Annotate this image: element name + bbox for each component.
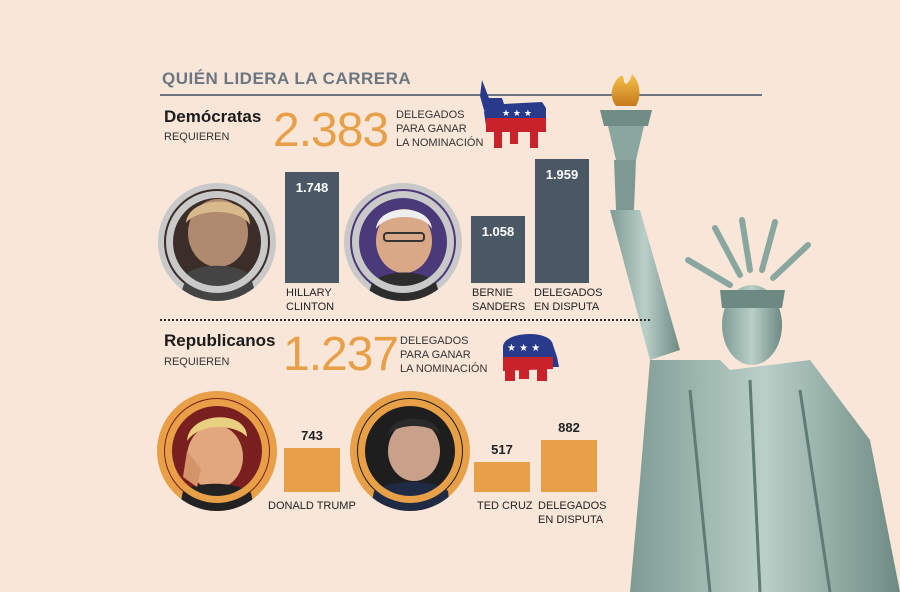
democrats-needed-text: DELEGADOS PARA GANAR LA NOMINACIÓN — [396, 108, 483, 150]
republicans-heading: Republicanos — [164, 331, 276, 350]
bar-hillary-clinton — [285, 172, 339, 283]
label-ted-cruz: TED CRUZ — [477, 499, 533, 513]
page-title: QUIÉN LIDERA LA CARRERA — [162, 69, 412, 88]
label-line: EN DISPUTA — [534, 301, 600, 313]
hillary-portrait-ring — [166, 191, 268, 293]
needed-text-line: LA NOMINACIÓN — [400, 363, 488, 375]
republicans-delegates-needed: 1.237 — [283, 328, 399, 381]
bar-bernie-sanders — [471, 216, 525, 283]
value-label-dem-disputa: 1.959 — [545, 167, 579, 182]
bar-donald-trump — [284, 448, 340, 492]
label-line: HILLARY — [286, 287, 332, 299]
value-label-cruz: 517 — [491, 442, 513, 457]
hillary-clinton-portrait — [158, 183, 276, 301]
democrats-delegates-needed: 2.383 — [273, 104, 389, 157]
label-rep-delegados-en-disputa: DELEGADOS EN DISPUTA — [538, 499, 606, 527]
label-line: BERNIE — [472, 287, 513, 299]
bernie-sanders-portrait — [344, 183, 462, 301]
trump-portrait-ring — [165, 399, 269, 503]
needed-text-line: PARA GANAR — [400, 349, 471, 361]
democrats-requires-label: REQUIEREN — [164, 131, 230, 143]
label-line: EN DISPUTA — [538, 514, 604, 526]
label-line: SANDERS — [472, 301, 526, 313]
value-label-rep-disputa: 882 — [558, 420, 580, 435]
needed-text-line: DELEGADOS — [396, 109, 465, 121]
democrats-heading: Demócratas — [164, 107, 262, 126]
republicans-requires-label: REQUIEREN — [164, 356, 230, 368]
democratic-donkey-icon: ★ ★ ★ — [480, 80, 546, 148]
needed-text-line: PARA GANAR — [396, 123, 467, 135]
value-label-trump: 743 — [301, 428, 323, 443]
cruz-portrait-ring — [358, 399, 462, 503]
svg-text:★ ★ ★: ★ ★ ★ — [507, 343, 540, 354]
header-rule — [160, 94, 762, 96]
bernie-portrait-ring — [352, 191, 454, 293]
value-label-hillary: 1.748 — [295, 180, 329, 195]
value-label-bernie: 1.058 — [481, 224, 515, 239]
republicans-needed-text: DELEGADOS PARA GANAR LA NOMINACIÓN — [400, 334, 487, 376]
label-donald-trump: DONALD TRUMP — [268, 499, 356, 513]
section-divider — [160, 319, 650, 321]
label-line: DELEGADOS — [538, 500, 607, 512]
republican-elephant-icon: ★ ★ ★ — [503, 333, 559, 381]
ted-cruz-portrait — [350, 391, 470, 511]
donald-trump-portrait — [157, 391, 277, 511]
needed-text-line: DELEGADOS — [400, 335, 469, 347]
svg-text:★ ★ ★: ★ ★ ★ — [502, 109, 532, 119]
label-line: TED CRUZ — [477, 500, 533, 512]
needed-text-line: LA NOMINACIÓN — [396, 137, 484, 149]
label-line: CLINTON — [286, 301, 335, 313]
bar-republicans-delegados-en-disputa — [541, 440, 597, 492]
label-line: DELEGADOS — [534, 287, 603, 299]
label-dem-delegados-en-disputa: DELEGADOS EN DISPUTA — [534, 286, 602, 314]
statue-of-liberty-image — [600, 74, 900, 592]
bar-ted-cruz — [474, 462, 530, 492]
label-bernie-sanders: BERNIE SANDERS — [472, 286, 525, 314]
bar-democrats-delegados-en-disputa — [535, 159, 589, 283]
label-hillary-clinton: HILLARY CLINTON — [286, 286, 334, 314]
label-line: DONALD TRUMP — [268, 500, 356, 512]
